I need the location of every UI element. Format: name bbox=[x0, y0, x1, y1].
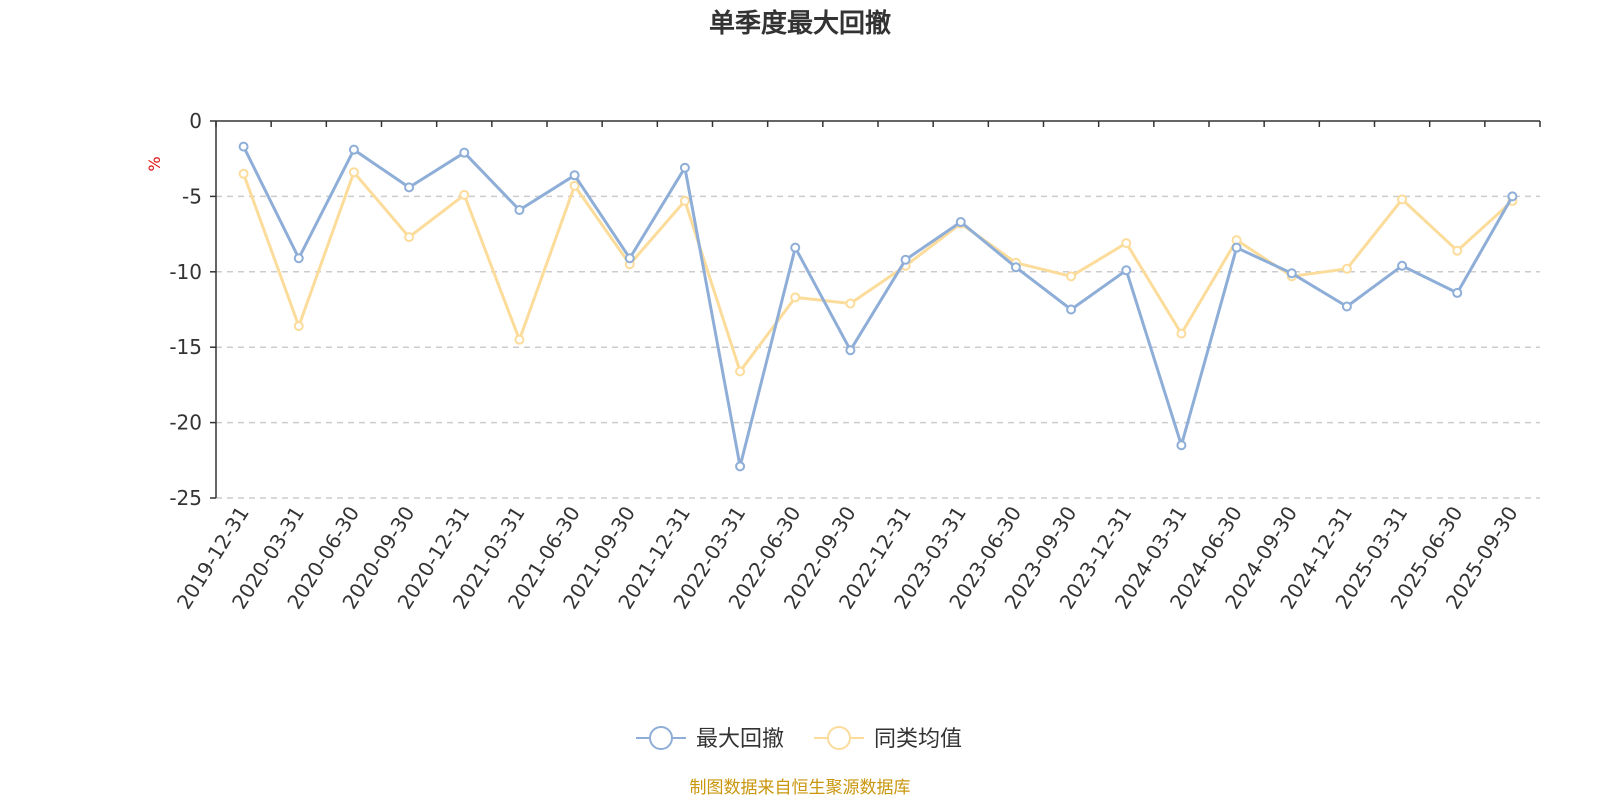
y-tick-label: -25 bbox=[169, 486, 202, 510]
data-point[interactable] bbox=[735, 366, 746, 377]
data-point[interactable] bbox=[1231, 242, 1242, 253]
series-lines bbox=[238, 141, 1518, 472]
grid-lines bbox=[216, 195, 1540, 499]
y-tick-label: 0 bbox=[189, 109, 202, 133]
data-point[interactable] bbox=[569, 180, 580, 191]
data-point[interactable] bbox=[679, 162, 690, 173]
data-point[interactable] bbox=[238, 141, 249, 152]
data-point[interactable] bbox=[1010, 262, 1021, 273]
y-axis-unit: % bbox=[145, 156, 164, 171]
data-point[interactable] bbox=[514, 204, 525, 215]
y-tick-label: -5 bbox=[182, 184, 202, 208]
data-point[interactable] bbox=[900, 254, 911, 265]
legend-label: 同类均值 bbox=[874, 727, 962, 752]
data-point[interactable] bbox=[1066, 304, 1077, 315]
data-point[interactable] bbox=[955, 217, 966, 228]
series-peer-average bbox=[238, 167, 1518, 377]
data-point[interactable] bbox=[404, 182, 415, 193]
data-point[interactable] bbox=[679, 195, 690, 206]
chart-title: 单季度最大回撤 bbox=[709, 8, 891, 39]
y-tick-label: -20 bbox=[169, 411, 202, 435]
legend-label: 最大回撤 bbox=[696, 727, 784, 752]
y-tick-label: -10 bbox=[169, 260, 202, 284]
data-point[interactable] bbox=[293, 321, 304, 332]
data-point[interactable] bbox=[790, 292, 801, 303]
data-point[interactable] bbox=[624, 253, 635, 264]
data-point[interactable] bbox=[1507, 191, 1518, 202]
data-point[interactable] bbox=[569, 170, 580, 181]
axes bbox=[210, 120, 1541, 499]
data-point[interactable] bbox=[1176, 440, 1187, 451]
y-tick-label: -15 bbox=[169, 335, 202, 359]
data-point[interactable] bbox=[1452, 245, 1463, 256]
y-tick-labels: 0 -5 -10 -15 -20 -25 bbox=[169, 109, 202, 510]
legend[interactable]: 最大回撤 同类均值 bbox=[636, 726, 962, 752]
data-point[interactable] bbox=[348, 144, 359, 155]
data-point[interactable] bbox=[1286, 268, 1297, 279]
data-point[interactable] bbox=[1341, 263, 1352, 274]
legend-item-max-drawdown[interactable]: 最大回撤 bbox=[636, 726, 784, 752]
data-point[interactable] bbox=[790, 242, 801, 253]
data-point[interactable] bbox=[845, 298, 856, 309]
data-point[interactable] bbox=[348, 167, 359, 178]
data-point[interactable] bbox=[459, 147, 470, 158]
data-point[interactable] bbox=[238, 168, 249, 179]
series-max-drawdown bbox=[238, 141, 1518, 472]
series-line bbox=[242, 145, 1514, 468]
data-point[interactable] bbox=[1397, 194, 1408, 205]
x-tick-labels: 2019-12-312020-03-312020-06-302020-09-30… bbox=[172, 502, 1523, 613]
legend-item-peer-average[interactable]: 同类均值 bbox=[814, 726, 962, 752]
legend-marker-icon bbox=[649, 726, 673, 750]
data-point[interactable] bbox=[1397, 260, 1408, 271]
data-point[interactable] bbox=[1452, 287, 1463, 298]
data-point[interactable] bbox=[735, 461, 746, 472]
data-point[interactable] bbox=[1176, 328, 1187, 339]
data-point[interactable] bbox=[845, 345, 856, 356]
data-point[interactable] bbox=[514, 334, 525, 345]
data-point[interactable] bbox=[1121, 238, 1132, 249]
data-point[interactable] bbox=[404, 232, 415, 243]
data-point[interactable] bbox=[1066, 271, 1077, 282]
data-point[interactable] bbox=[1341, 301, 1352, 312]
legend-marker-icon bbox=[827, 726, 851, 750]
series-line bbox=[242, 170, 1514, 373]
data-point[interactable] bbox=[459, 189, 470, 200]
source-note: 制图数据来自恒生聚源数据库 bbox=[690, 778, 911, 798]
data-point[interactable] bbox=[293, 253, 304, 264]
data-point[interactable] bbox=[1121, 265, 1132, 276]
